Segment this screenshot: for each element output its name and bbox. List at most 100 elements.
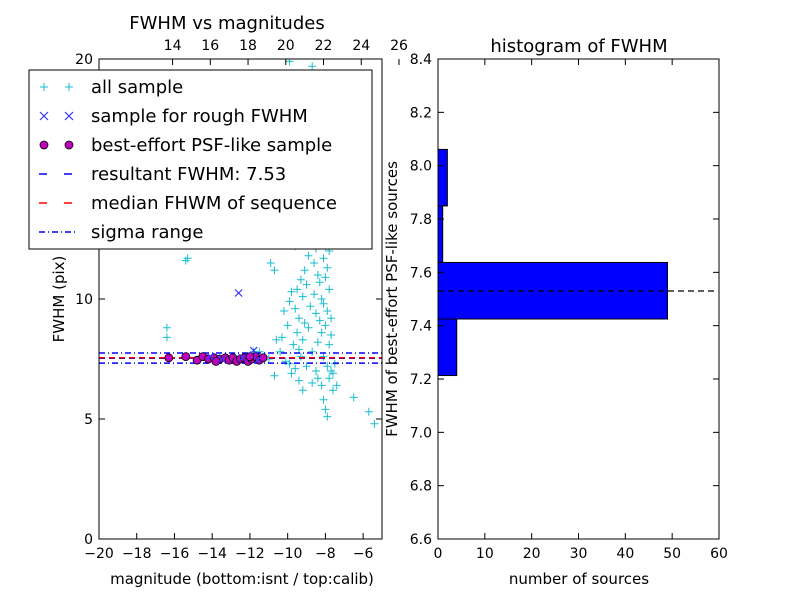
legend-plus-marker [65,83,73,91]
all-sample-point [319,299,328,308]
x-tick-label: 40 [616,546,634,562]
legend-label: best-effort PSF-like sample [91,135,332,156]
all-sample-point [308,62,317,71]
all-sample-point [311,367,320,375]
all-sample-point [364,407,373,416]
all-sample-point [302,362,311,371]
y-tick-label: 5 [84,412,93,428]
all-sample-point [319,254,328,263]
all-sample-point [294,314,303,323]
all-sample-point [289,340,298,349]
all-sample-point [300,266,309,275]
all-sample-point [323,362,332,371]
legend-entry: resultant FWHM: 7.53 [39,164,286,185]
y-tick-label: 7.2 [410,372,432,388]
all-sample-point [311,309,320,318]
all-sample-point [313,271,322,279]
legend-entry: all sample [40,77,183,98]
x-tick-label: 30 [570,546,588,562]
all-sample-point [285,59,294,66]
all-sample-point [321,273,330,282]
all-sample-point [315,278,324,287]
all-sample-point [162,323,171,332]
rough-sample-point [238,353,247,362]
all-sample-point [283,321,292,330]
all-sample-point [328,369,337,378]
all-sample-point [296,352,305,361]
all-sample-point [308,347,317,356]
histogram-plot-area [437,148,718,377]
all-sample-point [279,307,288,315]
legend-circle-marker [39,140,49,150]
all-sample-point [276,347,285,356]
all-sample-point [293,328,302,337]
all-sample-point [317,295,326,303]
legend-entry: sample for rough FWHM [39,106,308,127]
legend-label: sigma range [91,222,203,243]
all-sample-point [298,292,307,301]
histogram-bar [437,318,458,377]
all-sample-point [285,297,294,306]
y-tick-label: 8.2 [410,105,432,121]
all-sample-point [294,345,303,354]
all-sample-point [183,254,192,263]
legend-entry: median FHWM of sequence [39,193,337,214]
all-sample-point [302,280,311,289]
all-sample-point [310,290,319,299]
x-tick-label: −18 [122,546,152,562]
all-sample-point [321,321,330,330]
all-sample-point [298,386,307,395]
x-tick-label: −6 [353,546,374,562]
x-tick-label: 10 [476,546,494,562]
all-sample-point [313,338,322,347]
y-tick-label: 10 [75,292,93,308]
histogram-bar [437,205,444,263]
top-x-tick-label: 20 [277,38,295,54]
all-sample-point [270,266,279,275]
all-sample-point [325,340,334,349]
x-tick-label: −16 [160,546,190,562]
all-sample-point [370,419,379,428]
all-sample-point [317,328,326,337]
all-sample-point [325,285,334,294]
top-x-tick-label: 14 [164,38,182,54]
top-x-tick-label: 24 [352,38,370,54]
legend-entry: best-effort PSF-like sample [39,135,332,156]
histogram-x-axis-label: number of sources [509,570,649,588]
legend-label: all sample [91,77,183,98]
all-sample-point [313,374,322,383]
legend-circle-marker [64,140,74,150]
y-tick-label: 8.4 [410,52,432,68]
best-effort-point [164,353,174,363]
rough-sample-point [234,289,243,297]
y-tick-label: 20 [75,52,93,68]
rough-sample-point [249,346,258,355]
best-effort-point [245,352,255,362]
legend-label: median FHWM of sequence [91,193,337,214]
legend-box [28,69,373,250]
all-sample-point [162,333,171,342]
scatter-y-axis-label: FWHM (pix) [50,256,68,343]
all-sample-point [291,304,300,313]
all-sample-point [304,323,313,332]
scatter-ticks: −20 −18 −16 −14 −12 −10 −8 −6 14 16 18 20 22 24 26 0 5 10… [75,38,408,562]
all-sample-point [293,285,302,294]
all-sample-point [270,371,279,380]
x-tick-label: −20 [84,546,114,562]
all-sample-point [323,412,332,421]
y-tick-label: 6.8 [410,479,432,495]
all-sample-point [323,307,332,315]
all-sample-point [327,314,336,323]
rough-sample-point [206,352,215,361]
all-sample-point [323,263,332,272]
histogram-panel: 0 10 20 30 40 50 60 6.6 6.8 7.0 7.2 7.4 7.6 7.8 8.0 8.2… [383,36,728,588]
x-tick-label: 20 [523,546,541,562]
all-sample-point [308,379,317,387]
all-sample-point [291,364,300,373]
all-sample-point [300,319,309,327]
y-tick-label: 7.8 [410,212,432,228]
all-sample-point [315,316,324,325]
x-tick-label: 0 [434,546,443,562]
histogram-bar [437,148,448,207]
